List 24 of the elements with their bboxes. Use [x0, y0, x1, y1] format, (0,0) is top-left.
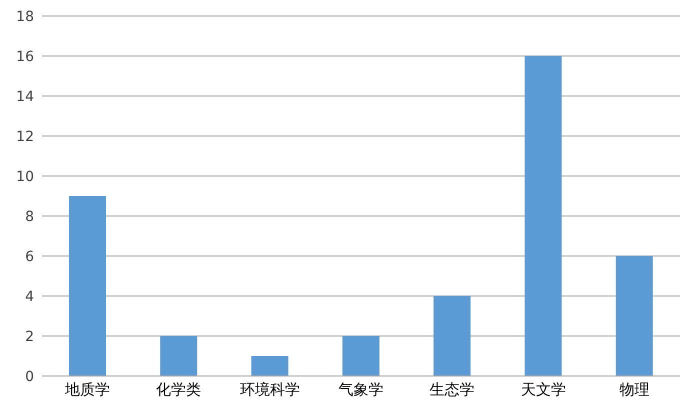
bar — [342, 336, 380, 376]
x-tick-label: 物理 — [619, 380, 650, 399]
bar — [524, 56, 562, 376]
y-tick-label: 0 — [25, 368, 34, 385]
x-tick-label: 气象学 — [338, 380, 384, 399]
bar — [434, 296, 471, 376]
bar — [69, 196, 106, 376]
bar — [251, 356, 288, 376]
y-tick-label: 6 — [25, 248, 34, 265]
y-tick-label: 18 — [16, 8, 34, 25]
y-tick-label: 14 — [16, 88, 34, 105]
y-tick-label: 8 — [25, 208, 34, 225]
x-tick-label: 地质学 — [64, 380, 110, 399]
y-tick-label: 4 — [25, 288, 34, 305]
y-tick-label: 10 — [16, 168, 34, 185]
x-tick-label: 生态学 — [430, 380, 475, 399]
x-tick-label: 天文学 — [520, 380, 566, 399]
bar — [160, 336, 198, 376]
y-tick-label: 2 — [25, 328, 34, 345]
x-tick-label: 化学类 — [156, 380, 202, 399]
y-tick-label: 12 — [16, 128, 34, 145]
y-tick-label: 16 — [16, 48, 34, 65]
x-tick-label: 环境科学 — [240, 380, 300, 399]
bar — [616, 256, 653, 376]
